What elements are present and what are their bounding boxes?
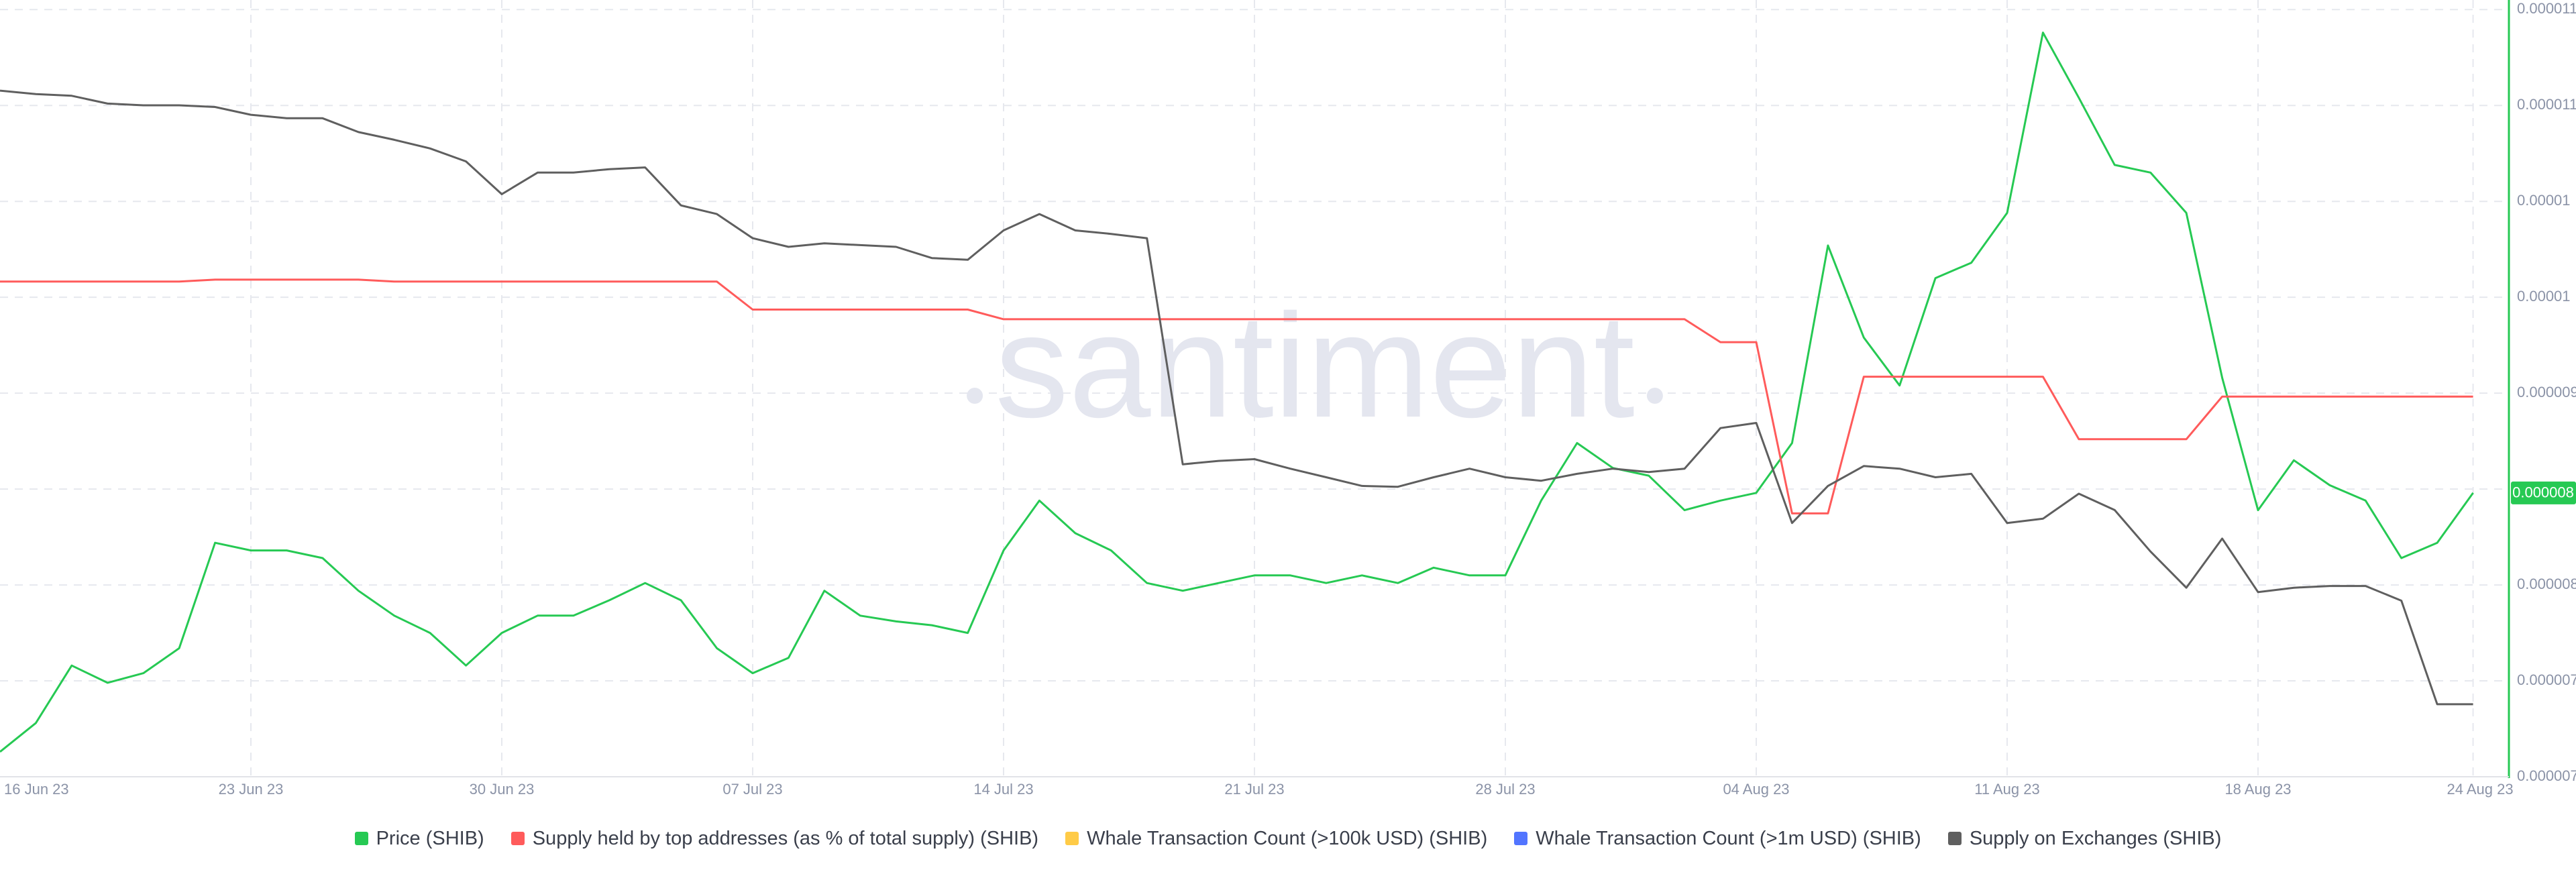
- y2-tick-label: 0.000007: [2517, 767, 2576, 784]
- y2-tick-label: 0.000011: [2517, 0, 2576, 17]
- legend-item[interactable]: Price (SHIB): [354, 827, 484, 850]
- watermark-dot: [1646, 388, 1663, 404]
- y2-tick-label: 0.000011: [2517, 96, 2576, 113]
- y2-tick-label: 0.00001: [2517, 288, 2571, 305]
- x-tick-label: 14 Jul 23: [973, 781, 1033, 798]
- price-tag: [2511, 481, 2576, 504]
- chart: santiment 16 Jun 23 23 Jun 23 30 Jun 23 07 …: [0, 0, 2576, 798]
- legend-label: Supply held by top addresses (as % of to…: [532, 827, 1039, 849]
- legend-item[interactable]: Whale Transaction Count (>1m USD) (SHIB): [1514, 828, 1921, 850]
- legend-item[interactable]: Supply held by top addresses (as % of to…: [511, 828, 1038, 850]
- x-tick-label: 07 Jul 23: [722, 781, 782, 798]
- x-tick-label: 04 Aug 23: [1723, 781, 1789, 798]
- x-tick-label: 28 Jul 23: [1475, 781, 1535, 798]
- legend-swatch: [1065, 832, 1079, 845]
- legend-label: Whale Transaction Count (>1m USD) (SHIB): [1536, 827, 1921, 849]
- series-line: [0, 32, 2474, 753]
- watermark-dot: [967, 388, 983, 404]
- legend-item[interactable]: Whale Transaction Count (>100k USD) (SHI…: [1065, 828, 1487, 850]
- legend-swatch: [511, 832, 525, 845]
- y2-tick-label: 0.00001: [2517, 192, 2571, 209]
- x-tick-label: 30 Jun 23: [470, 781, 535, 798]
- legend-swatch: [354, 832, 368, 845]
- series-line: [0, 89, 2473, 706]
- x-tick-label: 24 Aug 23: [2447, 781, 2513, 798]
- x-tick-label: 11 Aug 23: [1974, 781, 2039, 798]
- legend-label: Price (SHIB): [376, 827, 484, 849]
- x-tick-label: 18 Aug 23: [2224, 781, 2291, 798]
- series-line: [0, 278, 2473, 514]
- legend-swatch: [1947, 832, 1962, 845]
- price-tag-label: 0.000008: [2512, 484, 2574, 501]
- legend-label: Supply on Exchanges (SHIB): [1969, 827, 2222, 849]
- x-tick-label: 16 Jun 23: [4, 781, 69, 798]
- watermark: santiment: [995, 283, 1635, 448]
- y2-tick-label: 0.000009: [2517, 384, 2576, 400]
- legend: Price (SHIB) Supply held by top addresses…: [0, 822, 2576, 855]
- legend-swatch: [1514, 832, 1528, 845]
- y2-tick-label: 0.000008: [2517, 576, 2576, 592]
- x-tick-label: 21 Jul 23: [1224, 781, 1284, 798]
- legend-label: Whale Transaction Count (>100k USD) (SHI…: [1087, 827, 1488, 849]
- y2-tick-label: 0.000007: [2517, 671, 2576, 688]
- legend-item[interactable]: Supply on Exchanges (SHIB): [1947, 827, 2222, 850]
- x-tick-label: 23 Jun 23: [219, 781, 284, 798]
- lines: [0, 32, 2474, 753]
